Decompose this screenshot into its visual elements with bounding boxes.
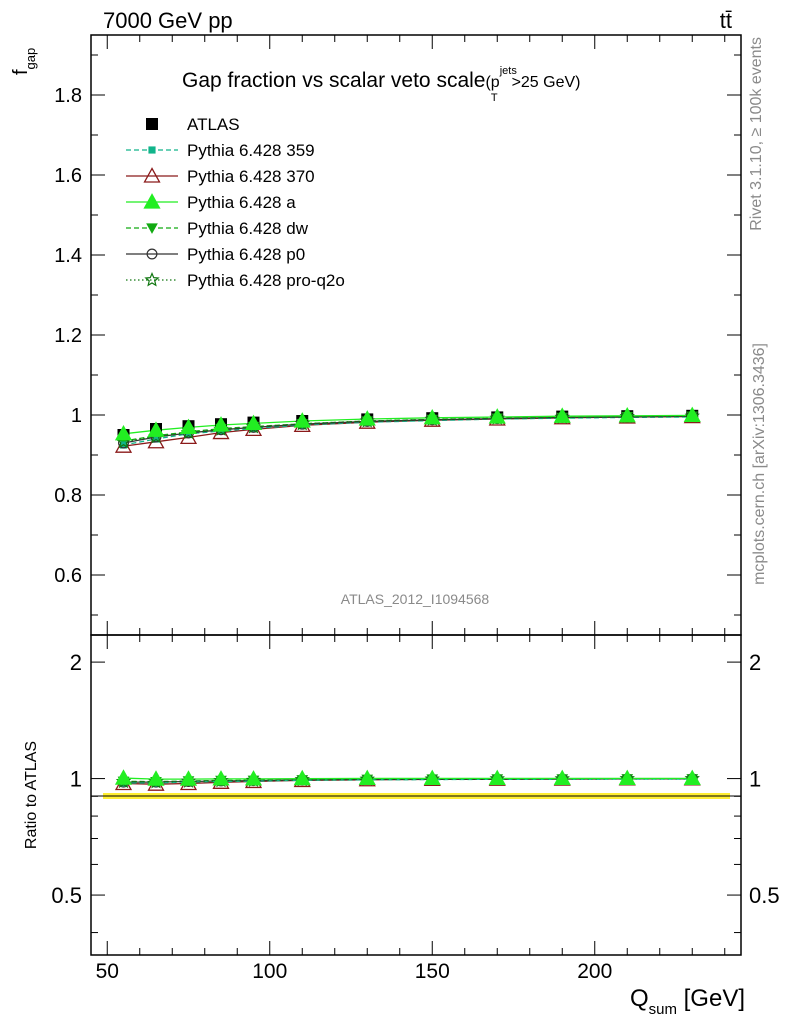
point-pythia-6-428-a: [488, 408, 506, 424]
point-pythia-6-428-a: [244, 414, 263, 431]
main-ylabel-main: f: [10, 69, 32, 75]
ratio-ylabel: Ratio to ATLAS: [23, 741, 40, 849]
chart-title-text: Gap fraction vs scalar veto scale: [182, 69, 485, 92]
point-pythia-6-428-a: [179, 418, 198, 435]
ratio-point-pythia-6-428-a: [114, 769, 133, 785]
legend-marker: [146, 248, 158, 260]
analysis-watermark: ATLAS_2012_I1094568: [341, 591, 490, 607]
legend-marker: [148, 146, 156, 154]
rivet-label: Rivet 3.1.10, ≥ 100k events: [748, 37, 765, 231]
series-line-pythia-6-428-pro-q2o: [123, 415, 693, 443]
y-tick-label: 0.6: [54, 565, 82, 587]
xlabel: Qsum [GeV]: [630, 985, 745, 1018]
header-left: 7000 GeV pp: [103, 8, 233, 33]
ratio-point-pythia-6-428-a: [244, 770, 263, 786]
legend-entry: Pythia 6.428 pro-q2o: [126, 271, 345, 290]
chart-title: Gap fraction vs scalar veto scale(pjets T…: [182, 65, 581, 104]
ratio-y-tick-label-right: 0.5: [749, 883, 780, 908]
point-pythia-6-428-a: [618, 406, 636, 423]
main-panel: 0.6 0.8 1 1.2 1.4 1.6 1.8 Gap fraction vs scal…: [10, 34, 742, 636]
y-tick-label: 1.8: [54, 85, 82, 107]
ratio-y-tick-label: 2: [70, 650, 82, 675]
legend-label: Pythia 6.428 a: [187, 193, 296, 212]
point-pythia-6-428-a: [358, 410, 376, 426]
legend-label: Pythia 6.428 pro-q2o: [187, 271, 345, 290]
ratio-panel: 0.5 0.5 1 1 2 2 50 100 150 200 Ratio to ATLAS Qsu…: [23, 634, 780, 1018]
ratio-frame: [90, 634, 742, 956]
ratio-point-pythia-6-428-a: [147, 770, 165, 786]
legend: ATLAS Pythia 6.428 359 Pythia 6.428 370 Pyt…: [126, 115, 345, 290]
x-tick-label: 50: [96, 960, 119, 983]
ratio-point-pythia-6-428-a: [488, 769, 506, 786]
ratio-y-tick-label-right: 2: [749, 650, 761, 675]
legend-label: Pythia 6.428 p0: [187, 245, 305, 264]
legend-entry: Pythia 6.428 a: [126, 193, 296, 212]
x-tick-label: 150: [415, 960, 450, 983]
ratio-point-pythia-6-428-a: [553, 769, 571, 786]
point-pythia-6-428-a: [423, 408, 441, 425]
ratio-ticks: 0.5 0.5 1 1 2 2 50 100 150 200: [51, 635, 780, 983]
legend-marker: [146, 118, 158, 130]
legend-label: Pythia 6.428 dw: [187, 219, 309, 238]
ratio-line-pythia-6-428-a: [123, 777, 693, 780]
y-tick-label: 1.2: [54, 325, 82, 347]
main-series-markers: [114, 406, 701, 453]
ratio-point-pythia-6-428-a: [423, 769, 441, 786]
ratio-point-pythia-6-428-a: [293, 769, 311, 786]
chart-title-sup: jets: [499, 65, 518, 77]
x-tick-label: 200: [577, 960, 612, 983]
legend-entry: ATLAS: [146, 115, 240, 134]
legend-entry: Pythia 6.428 359: [126, 141, 315, 160]
chart-title-rest: >25 GeV): [512, 74, 581, 91]
legend-label: Pythia 6.428 359: [187, 141, 315, 160]
legend-marker: [146, 223, 158, 234]
xlabel-unit: [GeV]: [677, 985, 745, 1012]
point-pythia-6-428-a: [114, 424, 133, 441]
ratio-point-pythia-6-428-a: [212, 770, 230, 786]
xlabel-sub: sum: [649, 1001, 677, 1018]
point-pythia-6-428-a: [212, 416, 230, 432]
legend-label: Pythia 6.428 370: [187, 167, 315, 186]
point-pythia-6-428-a: [683, 406, 701, 423]
y-tick-label: 0.8: [54, 485, 82, 507]
main-ticks: 0.6 0.8 1 1.2 1.4 1.6 1.8: [54, 35, 741, 635]
legend-entry: Pythia 6.428 p0: [126, 245, 305, 264]
ratio-y-tick-label: 0.5: [51, 883, 82, 908]
header-right: tt̄: [720, 8, 732, 33]
legend-marker: [143, 193, 161, 209]
legend-marker: [143, 167, 161, 183]
main-ylabel: fgap: [10, 48, 38, 75]
ratio-point-pythia-6-428-a: [618, 769, 636, 786]
chart-title-sub: T: [491, 92, 498, 104]
point-pythia-6-428-a: [147, 421, 165, 437]
mcplots-label: mcplots.cern.ch [arXiv:1306.3436]: [751, 343, 768, 585]
ratio-y-tick-label: 1: [70, 767, 82, 792]
chart-title-open: (p: [485, 74, 499, 91]
series-line-pythia-6-428-359: [123, 416, 693, 446]
ratio-point-pythia-6-428-a: [683, 769, 701, 786]
legend-label: ATLAS: [187, 115, 240, 134]
legend-marker: [144, 271, 160, 287]
legend-entry: Pythia 6.428 370: [126, 167, 315, 186]
main-ylabel-sub: gap: [23, 48, 38, 70]
point-pythia-6-428-a: [553, 407, 571, 423]
y-tick-label: 1: [71, 405, 82, 427]
ratio-y-tick-label-right: 1: [749, 767, 761, 792]
y-tick-label: 1.4: [54, 245, 82, 267]
point-pythia-6-428-a: [293, 412, 311, 428]
ratio-series-markers: [114, 769, 701, 791]
legend-entry: Pythia 6.428 dw: [126, 219, 309, 238]
x-tick-label: 100: [252, 960, 287, 983]
main-series-lines: [123, 414, 693, 447]
ratio-series-lines: [123, 777, 693, 785]
xlabel-main: Q: [630, 985, 649, 1012]
y-tick-label: 1.6: [54, 165, 82, 187]
ratio-point-pythia-6-428-a: [358, 769, 376, 786]
ratio-point-pythia-6-428-a: [179, 770, 198, 786]
